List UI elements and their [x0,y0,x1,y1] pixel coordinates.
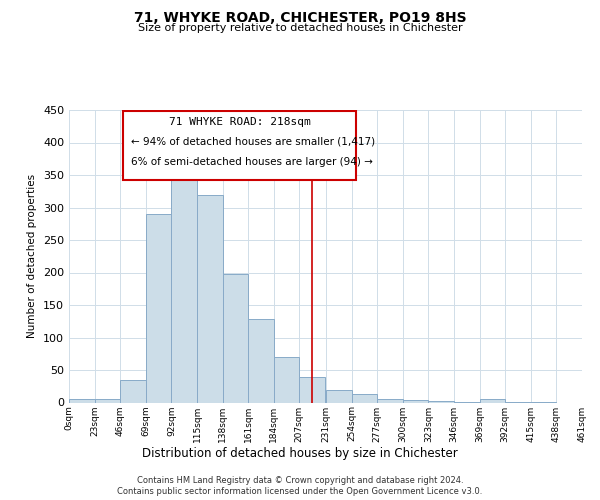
Bar [403,400,428,402]
Text: Distribution of detached houses by size in Chichester: Distribution of detached houses by size … [142,448,458,460]
Bar [197,194,223,402]
Text: Contains HM Land Registry data © Crown copyright and database right 2024.: Contains HM Land Registry data © Crown c… [137,476,463,485]
Y-axis label: Number of detached properties: Number of detached properties [28,174,37,338]
Bar [479,399,505,402]
Text: Contains public sector information licensed under the Open Government Licence v3: Contains public sector information licen… [118,487,482,496]
Text: 71, WHYKE ROAD, CHICHESTER, PO19 8HS: 71, WHYKE ROAD, CHICHESTER, PO19 8HS [134,11,466,25]
Bar [326,390,352,402]
Bar [352,394,377,402]
Text: 71 WHYKE ROAD: 218sqm: 71 WHYKE ROAD: 218sqm [169,116,310,126]
Bar [120,380,146,402]
Bar [428,401,454,402]
Bar [299,376,325,402]
Bar [248,320,274,402]
Text: 6% of semi-detached houses are larger (94) →: 6% of semi-detached houses are larger (9… [131,157,373,167]
Bar [95,399,120,402]
Bar [146,214,172,402]
Bar [377,399,403,402]
Text: Size of property relative to detached houses in Chichester: Size of property relative to detached ho… [137,23,463,33]
Bar [69,399,95,402]
FancyBboxPatch shape [123,112,356,180]
Bar [172,165,197,402]
Text: ← 94% of detached houses are smaller (1,417): ← 94% of detached houses are smaller (1,… [131,136,374,146]
Bar [223,274,248,402]
Bar [274,357,299,403]
